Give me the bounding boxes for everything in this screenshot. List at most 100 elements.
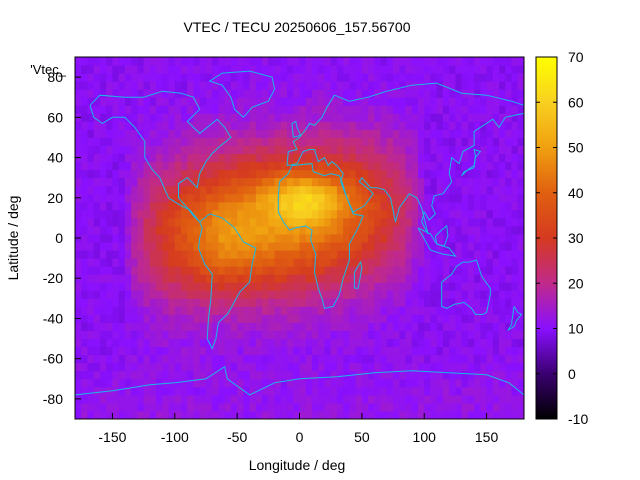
heatmap-cell xyxy=(124,89,132,98)
heatmap-cell xyxy=(75,145,82,155)
heatmap-cell xyxy=(486,250,494,259)
heatmap-cell xyxy=(436,73,444,82)
heatmap-cell xyxy=(461,145,469,155)
heatmap-cell xyxy=(255,370,263,380)
heatmap-cell xyxy=(137,410,145,420)
heatmap-cell xyxy=(455,169,463,179)
heatmap-cell xyxy=(361,161,369,171)
heatmap-cell xyxy=(199,185,207,195)
heatmap-cell xyxy=(430,314,438,323)
heatmap-cell xyxy=(87,161,95,171)
heatmap-cell xyxy=(249,330,257,340)
heatmap-cell xyxy=(230,250,238,259)
heatmap-cell xyxy=(199,298,207,307)
heatmap-cell xyxy=(436,129,444,138)
heatmap-cell xyxy=(193,330,201,340)
heatmap-cell xyxy=(199,193,207,203)
heatmap-cell xyxy=(492,314,500,323)
heatmap-cell xyxy=(399,73,407,82)
heatmap-cell xyxy=(131,81,138,90)
heatmap-cell xyxy=(411,129,419,138)
heatmap-cell xyxy=(106,242,113,251)
heatmap-cell xyxy=(243,193,251,203)
heatmap-cell xyxy=(262,161,269,171)
heatmap-cell xyxy=(106,233,113,243)
heatmap-cell xyxy=(255,177,263,187)
heatmap-cell xyxy=(156,185,163,195)
heatmap-cell xyxy=(137,330,145,340)
heatmap-cell xyxy=(218,394,226,404)
heatmap-cell xyxy=(480,57,488,66)
heatmap-cell xyxy=(181,386,188,396)
heatmap-cell xyxy=(112,73,120,82)
heatmap-cell xyxy=(330,258,338,267)
heatmap-cell xyxy=(168,282,176,291)
heatmap-cell xyxy=(143,233,151,243)
heatmap-cell xyxy=(393,290,400,299)
heatmap-cell xyxy=(405,113,413,122)
heatmap-cell xyxy=(156,282,163,291)
heatmap-cell xyxy=(311,242,319,251)
heatmap-cell xyxy=(499,129,506,138)
heatmap-cell xyxy=(442,129,450,138)
heatmap-cell xyxy=(455,201,463,211)
heatmap-cell xyxy=(330,290,338,299)
heatmap-cell xyxy=(268,354,276,364)
heatmap-cell xyxy=(442,306,450,315)
heatmap-cell xyxy=(149,153,157,163)
heatmap-cell xyxy=(75,250,82,259)
heatmap-cell xyxy=(112,354,120,364)
heatmap-cell xyxy=(193,89,201,98)
heatmap-cell xyxy=(181,145,188,155)
heatmap-cell xyxy=(230,386,238,396)
heatmap-cell xyxy=(168,113,176,122)
heatmap-cell xyxy=(324,201,332,211)
heatmap-cell xyxy=(87,298,95,307)
heatmap-cell xyxy=(480,201,488,211)
heatmap-cell xyxy=(492,113,500,122)
heatmap-cell xyxy=(199,354,207,364)
heatmap-cell xyxy=(168,57,176,66)
heatmap-cell xyxy=(330,250,338,259)
heatmap-cell xyxy=(93,290,101,299)
heatmap-cell xyxy=(181,113,188,122)
heatmap-cell xyxy=(118,233,126,243)
heatmap-cell xyxy=(162,153,170,163)
heatmap-cell xyxy=(268,65,276,74)
heatmap-cell xyxy=(255,298,263,307)
heatmap-cell xyxy=(230,290,238,299)
heatmap-cell xyxy=(349,177,357,187)
heatmap-cell xyxy=(262,370,269,380)
heatmap-cell xyxy=(112,258,120,267)
heatmap-cell xyxy=(480,322,488,332)
heatmap-cell xyxy=(455,225,463,235)
heatmap-cell xyxy=(474,217,481,227)
heatmap-cell xyxy=(143,105,151,114)
heatmap-cell xyxy=(393,258,400,267)
heatmap-cell xyxy=(492,193,500,203)
heatmap-cell xyxy=(336,201,344,211)
heatmap-cell xyxy=(93,177,101,187)
heatmap-cell xyxy=(299,370,307,380)
heatmap-cell xyxy=(318,306,325,315)
heatmap-cell xyxy=(436,57,444,66)
heatmap-cell xyxy=(149,362,157,372)
heatmap-cell xyxy=(187,65,194,74)
heatmap-cell xyxy=(424,306,431,315)
heatmap-cell xyxy=(505,394,513,404)
heatmap-cell xyxy=(492,65,500,74)
heatmap-cell xyxy=(81,137,88,146)
heatmap-cell xyxy=(380,65,388,74)
heatmap-cell xyxy=(343,402,350,412)
heatmap-cell xyxy=(505,402,513,412)
heatmap-cell xyxy=(417,145,425,155)
heatmap-cell xyxy=(255,394,263,404)
heatmap-cell xyxy=(224,402,232,412)
heatmap-cell xyxy=(405,370,413,380)
heatmap-cell xyxy=(455,153,463,163)
heatmap-cell xyxy=(324,274,332,283)
heatmap-cell xyxy=(237,121,244,130)
heatmap-cell xyxy=(511,362,519,372)
heatmap-cell xyxy=(149,193,157,203)
